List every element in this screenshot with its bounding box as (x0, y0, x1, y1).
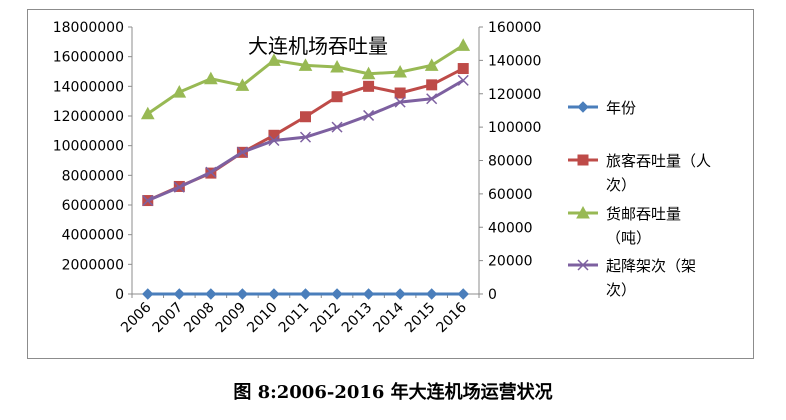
series-4-point (394, 96, 406, 108)
series-1-point (331, 288, 343, 300)
series-4-point (331, 121, 343, 133)
series-1-point (362, 288, 375, 300)
right-tick-label: 120000 (488, 87, 541, 103)
series-4-point (268, 134, 280, 147)
series-3-point (456, 38, 471, 51)
right-tick-label: 140000 (488, 53, 541, 69)
right-tick-label: 20000 (488, 254, 533, 270)
right-tick-label: 80000 (488, 154, 533, 170)
right-tick-label: 0 (488, 287, 497, 303)
left-tick-label: 2000000 (62, 257, 124, 273)
left-tick-label: 18000000 (53, 20, 124, 36)
series-1-point (236, 288, 249, 300)
series-1-point (394, 288, 406, 300)
series-1-point (268, 288, 280, 300)
figure-caption: 图 8:2006-2016 年大连机场运营状况 (233, 382, 553, 403)
legend-label: 次） (606, 176, 636, 194)
chart-frame: 0 2000000 4000000 6000000 8000000 10000000 120… (27, 9, 754, 359)
x-tick-label: 2009 (213, 300, 250, 337)
left-tick-label: 16000000 (53, 50, 124, 66)
series-4-point (173, 181, 185, 193)
left-tick-label: 10000000 (53, 139, 124, 155)
x-tick-label: 2014 (370, 299, 407, 336)
series-3-point (267, 53, 281, 66)
series-4-point (426, 93, 438, 105)
series-3-point (298, 58, 313, 71)
left-tick-label: 0 (115, 287, 124, 303)
series-1-point (457, 288, 469, 300)
left-tick-label: 14000000 (53, 79, 124, 95)
x-tick-label: 2006 (118, 299, 155, 336)
left-tick-label: 12000000 (53, 109, 124, 125)
series-3-point (361, 66, 376, 80)
series-1-point (425, 288, 438, 300)
x-tick-label: 2013 (339, 300, 376, 337)
line-chart: 0 2000000 4000000 6000000 8000000 10000000 120… (53, 20, 711, 337)
chart-title: 大连机场吞吐量 (248, 34, 388, 58)
series-2-point (394, 87, 406, 99)
series-1-point (205, 288, 217, 300)
series-4-point (205, 166, 217, 178)
left-tick-label: 4000000 (62, 228, 124, 244)
legend-label: 次） (606, 281, 636, 299)
series-1-point (142, 288, 154, 300)
x-tick-label: 2016 (434, 299, 471, 336)
series-3-point (140, 106, 155, 120)
x-tick-label: 2015 (402, 300, 439, 337)
series-3-point (424, 58, 439, 71)
series-4-point (457, 74, 469, 86)
right-tick-label: 60000 (488, 187, 533, 203)
series-2-point (457, 63, 469, 75)
x-tick-label: 2008 (181, 300, 218, 337)
series-2-point (331, 91, 343, 103)
series-2-point (426, 79, 438, 91)
x-tick-label: 2012 (307, 300, 344, 337)
left-tick-label: 6000000 (62, 198, 124, 214)
legend-label: （吨） (606, 229, 651, 247)
legend-label: 年份 (606, 99, 636, 117)
x-tick-label: 2007 (150, 300, 187, 337)
series-4-point (142, 195, 154, 207)
right-tick-label: 100000 (488, 120, 541, 136)
series-2-point (300, 111, 311, 123)
series-3-point (393, 65, 407, 78)
series-1-point (173, 288, 186, 300)
right-tick-label: 160000 (488, 20, 541, 36)
series-3-point (204, 71, 218, 85)
right-tick-label: 40000 (488, 220, 533, 236)
legend-label: 货邮吞吐量 (606, 205, 681, 223)
series-1-point (299, 288, 312, 300)
legend-swatch-marker (576, 205, 590, 219)
legend-swatch-marker (577, 154, 589, 166)
series-4-point (236, 146, 248, 158)
series-2-point (363, 80, 375, 92)
x-tick-label: 2010 (244, 300, 281, 337)
legend-label: 旅客吞吐量（人 (606, 152, 711, 170)
legend-label: 起降架次（架 (606, 257, 696, 275)
series-3-point (330, 60, 344, 73)
series-3-point (172, 85, 187, 98)
legend-swatch-marker (577, 101, 589, 113)
series-4-point (299, 131, 312, 143)
series-3-point (235, 78, 250, 91)
series-4-point (363, 109, 375, 121)
series-line-4 (147, 79, 464, 202)
legend-swatch-marker (577, 259, 589, 271)
left-tick-label: 8000000 (62, 168, 124, 184)
x-tick-label: 2011 (276, 300, 313, 337)
